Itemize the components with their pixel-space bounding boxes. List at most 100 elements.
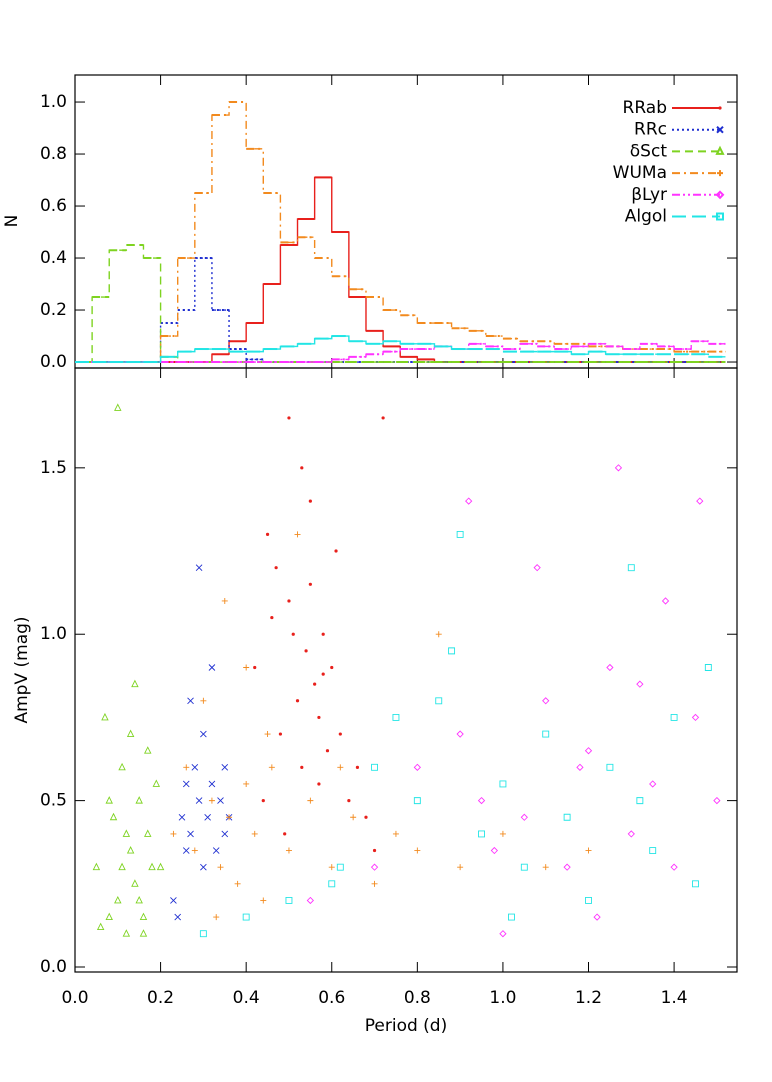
point — [670, 863, 678, 871]
point — [593, 913, 601, 921]
point — [152, 779, 161, 787]
legend-label: βLyr — [631, 185, 667, 205]
point — [696, 497, 704, 505]
point — [435, 631, 442, 638]
point — [114, 895, 122, 904]
point — [131, 679, 139, 688]
x-tick-label: 0.0 — [61, 988, 88, 1008]
point — [114, 403, 122, 411]
point — [499, 830, 506, 837]
point — [139, 912, 148, 921]
point — [371, 763, 378, 771]
point — [636, 797, 644, 805]
point — [627, 830, 635, 838]
point — [183, 764, 190, 771]
point — [178, 813, 186, 821]
point — [704, 664, 712, 671]
point — [200, 697, 207, 704]
point — [122, 829, 131, 837]
legend-label: RRc — [634, 120, 667, 140]
point — [308, 582, 312, 586]
legend-marker — [715, 145, 725, 155]
legend-marker — [717, 170, 723, 177]
point — [126, 846, 135, 854]
point — [670, 713, 678, 721]
point — [182, 780, 190, 788]
point — [285, 847, 292, 854]
point — [649, 847, 657, 854]
point — [456, 530, 464, 538]
point — [199, 930, 207, 938]
point — [182, 847, 190, 854]
point — [457, 864, 464, 871]
point — [585, 897, 592, 904]
y-tick-label: 1.5 — [40, 458, 67, 478]
hist-connector — [75, 176, 726, 363]
point — [135, 796, 143, 804]
point — [208, 664, 216, 671]
point — [221, 764, 229, 771]
point — [187, 697, 194, 705]
point — [200, 863, 207, 871]
point — [456, 730, 464, 738]
point — [270, 615, 274, 620]
point — [105, 796, 113, 804]
point — [435, 697, 443, 705]
point — [520, 813, 528, 821]
point — [337, 764, 344, 771]
point — [126, 729, 135, 738]
x-tick-label: 0.4 — [233, 988, 260, 1008]
point — [156, 862, 165, 871]
point — [105, 912, 113, 921]
point — [636, 680, 644, 688]
point — [499, 780, 507, 788]
point — [614, 464, 623, 472]
point — [221, 830, 229, 838]
point — [334, 549, 338, 553]
point — [274, 566, 278, 570]
point — [563, 863, 571, 871]
point — [691, 713, 700, 722]
point — [499, 930, 507, 938]
point — [260, 897, 267, 904]
point — [300, 466, 304, 470]
point — [118, 762, 126, 771]
point — [448, 647, 456, 655]
point — [295, 699, 300, 703]
point — [381, 416, 385, 420]
hist-connector — [75, 244, 726, 363]
y-tick-label: 0.6 — [40, 196, 67, 216]
point — [204, 813, 211, 821]
point — [478, 830, 485, 838]
point — [187, 830, 194, 838]
x-tick-label: 0.2 — [147, 988, 174, 1008]
x-tick-label: 1.2 — [575, 988, 602, 1008]
point — [283, 832, 287, 836]
point — [606, 663, 614, 672]
legend-label: WUMa — [613, 163, 667, 183]
plot-area — [75, 101, 726, 364]
point — [200, 730, 207, 738]
x-tick-label: 1.4 — [661, 988, 688, 1008]
point — [118, 862, 126, 871]
point — [477, 796, 486, 805]
point — [606, 763, 614, 771]
legend-label: Algol — [625, 207, 667, 227]
point — [542, 864, 549, 871]
point — [101, 712, 109, 721]
y-tick-label: 1.0 — [40, 624, 67, 644]
legend-marker — [718, 106, 722, 110]
point — [287, 599, 291, 603]
point — [321, 632, 325, 636]
point — [304, 649, 308, 653]
point — [131, 879, 139, 887]
point — [148, 862, 156, 871]
point — [371, 880, 378, 887]
point — [221, 597, 228, 604]
point — [285, 897, 293, 904]
point — [321, 672, 325, 676]
point — [174, 913, 182, 921]
point — [191, 764, 199, 771]
point — [338, 732, 342, 736]
